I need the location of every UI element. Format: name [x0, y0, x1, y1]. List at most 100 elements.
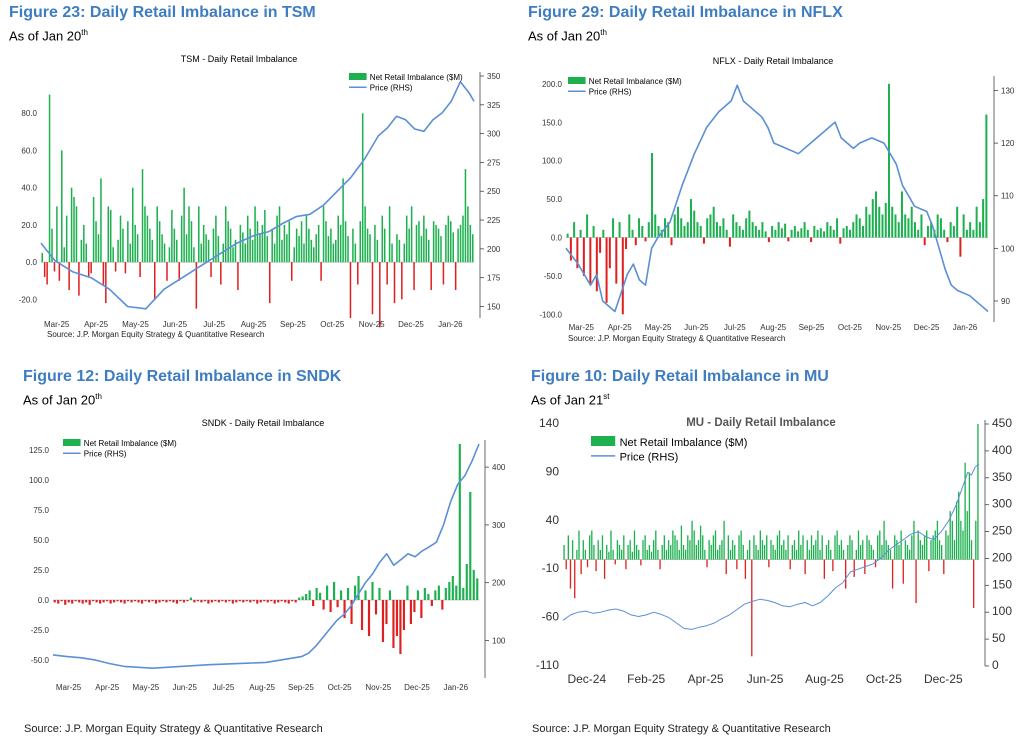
bar-positive [264, 210, 266, 263]
bar-negative [85, 600, 88, 603]
bar-positive [689, 199, 692, 238]
bar-positive [825, 545, 828, 560]
y2-tick-label: 250 [487, 187, 501, 196]
bar-positive [896, 540, 898, 560]
bar-positive [227, 221, 229, 263]
bar-positive [369, 234, 371, 263]
bar-positive [819, 228, 822, 238]
bar-positive [205, 234, 207, 263]
bar-positive [806, 540, 808, 560]
bar-positive [599, 549, 601, 560]
bar-positive [190, 221, 193, 263]
bar-positive [467, 206, 469, 263]
bar-positive [451, 576, 454, 600]
bar-negative [154, 262, 156, 300]
y2-tick-label: 100 [1001, 244, 1015, 253]
bar-positive [926, 530, 928, 560]
bar-positive [771, 225, 774, 238]
bar-negative [832, 559, 834, 572]
bar-positive [249, 228, 251, 263]
bar-positive [335, 239, 337, 263]
bar-positive [838, 545, 840, 560]
bar-negative [168, 600, 172, 602]
y-tick-label: 25.0 [33, 566, 49, 575]
bar-negative [291, 600, 294, 602]
bar-negative [810, 237, 813, 243]
bar-positive [376, 239, 379, 263]
bar-positive [612, 218, 615, 238]
bar-positive [712, 206, 715, 238]
bar-positive [283, 224, 286, 263]
bar-negative [71, 600, 74, 604]
bar-negative [78, 600, 81, 603]
bar-positive [278, 206, 281, 263]
bar-positive [749, 540, 751, 560]
bar-positive [655, 530, 657, 560]
bar-positive [465, 564, 468, 600]
bar-positive [176, 239, 178, 263]
bar-positive [917, 530, 919, 560]
bar-positive [970, 540, 973, 560]
y-tick-label: -100.0 [539, 310, 562, 319]
y-tick-label: 200.0 [542, 80, 563, 89]
bar-positive [802, 535, 804, 560]
bar-positive [897, 222, 900, 238]
bar-positive [185, 234, 188, 263]
bar-negative [88, 600, 91, 605]
bar-positive [347, 236, 349, 263]
bar-positive [795, 549, 798, 560]
x-tick-label: Nov-25 [875, 323, 901, 332]
bar-positive [566, 233, 569, 238]
bar-positive [629, 540, 631, 560]
bar-positive [704, 549, 706, 560]
bar-positive [958, 491, 960, 560]
bar-positive [469, 224, 472, 263]
bar-positive [631, 229, 634, 238]
y-tick-label: 75.0 [33, 506, 49, 515]
bar-positive [215, 215, 217, 263]
bar-positive [73, 197, 75, 263]
bar-positive [982, 199, 985, 238]
bar-negative [120, 600, 123, 603]
bar-negative [322, 600, 325, 610]
bar-positive [437, 228, 440, 263]
bar-positive [271, 228, 273, 263]
x-tick-label: Dec-24 [567, 672, 606, 686]
bar-negative [123, 600, 126, 604]
bar-positive [476, 578, 479, 600]
bar-positive [650, 551, 653, 560]
bar-negative [615, 237, 618, 284]
x-tick-label: Aug-25 [805, 672, 844, 686]
bar-positive [151, 239, 154, 263]
bar-negative [569, 559, 572, 589]
chart-title: SNDK - Daily Retail Imbalance [202, 418, 325, 428]
bar-negative [175, 600, 179, 604]
bar-positive [735, 222, 738, 238]
bar-positive [608, 551, 610, 560]
x-tick-label: Oct-25 [838, 323, 863, 332]
x-tick-label: Mar-25 [44, 320, 70, 329]
bar-positive [472, 234, 474, 263]
x-tick-label: Jul-25 [724, 323, 746, 332]
bar-positive [217, 236, 220, 263]
bar-positive [798, 530, 800, 560]
bar-negative [114, 262, 117, 272]
bar-positive [945, 530, 947, 560]
bar-negative [124, 262, 127, 274]
bar-positive [578, 530, 580, 560]
y-tick-label: 40.0 [21, 184, 37, 193]
bar-negative [81, 600, 84, 604]
bar-positive [962, 214, 965, 238]
bar-positive [953, 540, 956, 560]
bar-positive [738, 535, 740, 560]
bar-positive [339, 590, 343, 600]
bar-positive [462, 215, 464, 263]
y2-tick-label: 300 [492, 521, 506, 530]
bar-positive [926, 225, 929, 238]
bar-negative [220, 262, 222, 285]
legend-swatch-bars [591, 436, 616, 446]
bar-positive [871, 199, 874, 238]
price-line [40, 81, 475, 310]
bar-positive [332, 243, 335, 263]
bar-positive [119, 215, 122, 263]
